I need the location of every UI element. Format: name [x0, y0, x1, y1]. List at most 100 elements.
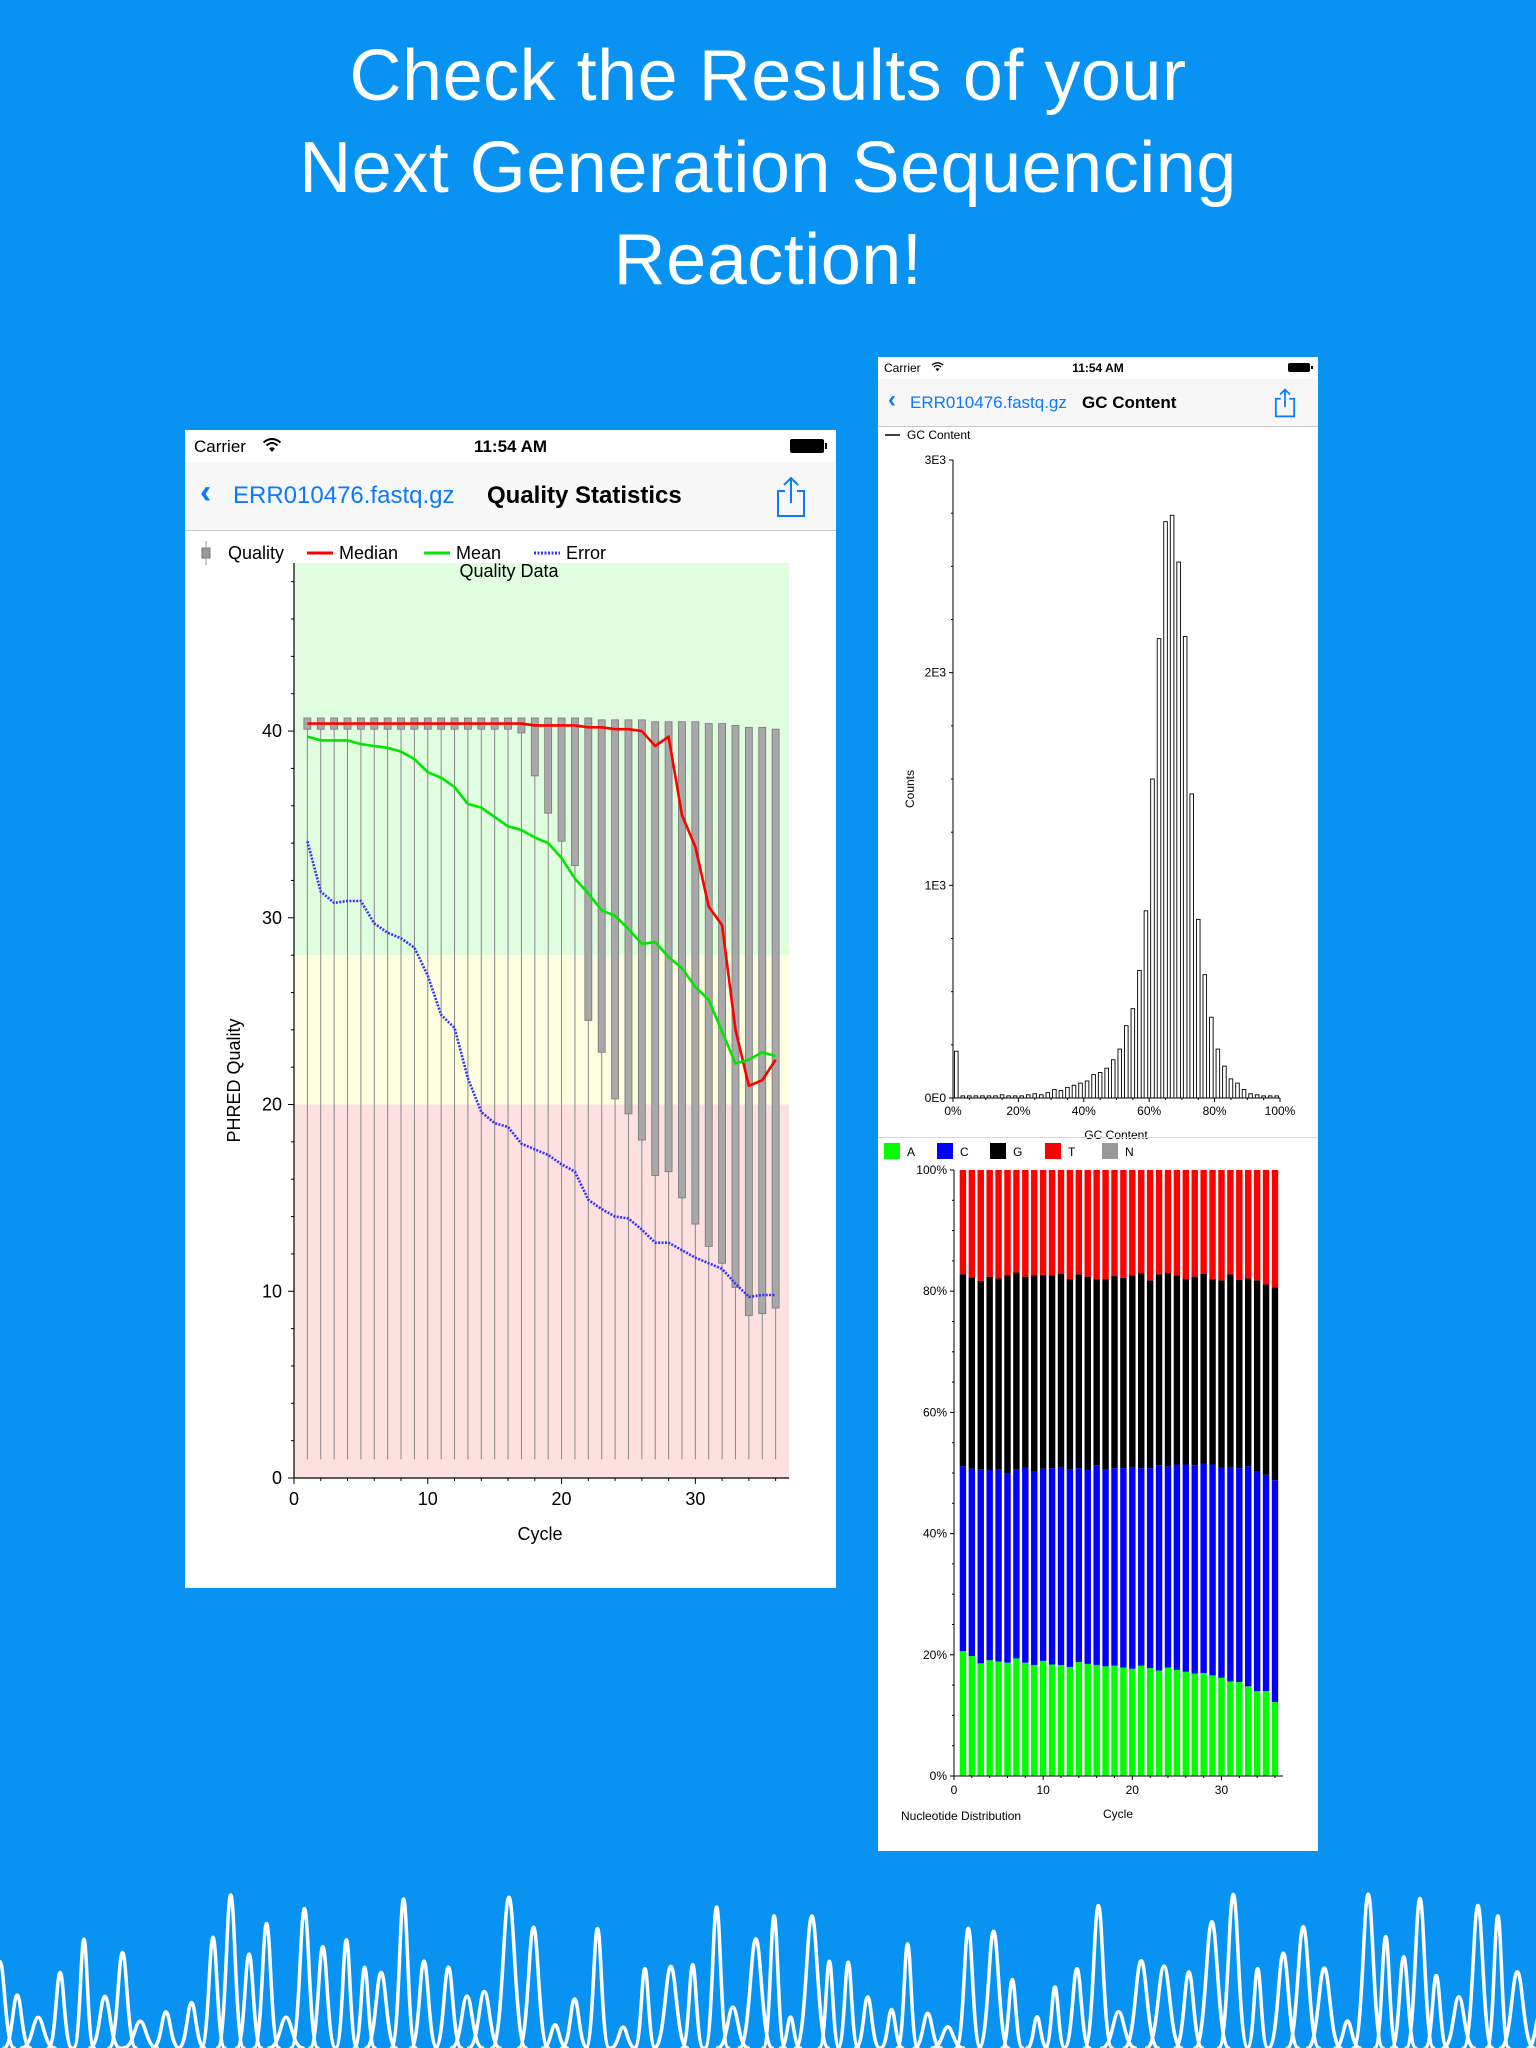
nucleotide-bar-t — [1022, 1170, 1029, 1277]
headline: Check the Results of your Next Generatio… — [0, 30, 1536, 306]
share-icon[interactable] — [774, 476, 808, 518]
chromatogram-peak — [779, 2015, 803, 2048]
back-button[interactable]: ERR010476.fastq.gz — [233, 482, 455, 509]
x-tick-label: 100% — [1265, 1104, 1296, 1118]
nucleotide-bar-c — [1209, 1464, 1216, 1676]
gc-bar — [1097, 1072, 1103, 1099]
nucleotide-bar-g — [1236, 1279, 1243, 1469]
status-bar: Carrier 11:54 AM — [185, 430, 836, 462]
chromatogram-peak — [541, 2022, 569, 2048]
nucleotide-bar-a — [1164, 1667, 1172, 1776]
nucleotide-bar-c — [1146, 1468, 1154, 1669]
x-tick-label: 40% — [1072, 1104, 1096, 1118]
nucleotide-bar-a — [1138, 1665, 1145, 1776]
quality-box — [744, 726, 753, 1316]
nucleotide-bar-g — [977, 1280, 984, 1470]
nucleotide-bar-t — [1004, 1170, 1011, 1276]
nucleotide-bar-c — [1057, 1466, 1065, 1666]
nucleotide-bar-a — [1129, 1668, 1136, 1776]
chromatogram-peak — [333, 1938, 359, 2048]
battery-icon — [1288, 363, 1313, 372]
chromatogram-peak — [853, 1995, 882, 2048]
y-tick-label: 0E0 — [925, 1091, 947, 1105]
legend-label-gc: GC Content — [907, 428, 971, 442]
quality-box — [571, 717, 579, 866]
legend-swatch-n — [1102, 1143, 1118, 1159]
nucleotide-bar-g — [1262, 1284, 1270, 1475]
chromatogram-peak — [1498, 1969, 1536, 2048]
nucleotide-bar-t — [1048, 1170, 1056, 1276]
chevron-left-icon[interactable]: ‹ — [200, 473, 212, 511]
chromatogram-peak — [151, 2009, 181, 2048]
nucleotide-bar-g — [1102, 1279, 1109, 1470]
y-tick-label: 80% — [923, 1284, 947, 1298]
chromatogram-peak — [409, 1959, 439, 2048]
chromatogram-peak — [235, 1952, 264, 2048]
nucleotide-bar-c — [959, 1466, 967, 1652]
chromatogram-peak — [1062, 1966, 1092, 2048]
back-button[interactable]: ERR010476.fastq.gz — [910, 393, 1067, 412]
nucleotide-bar-a — [995, 1661, 1002, 1776]
nucleotide-bar-g — [1066, 1279, 1074, 1470]
nucleotide-bar-a — [1120, 1667, 1127, 1776]
nucleotide-bar-a — [1209, 1675, 1216, 1776]
y-tick-label: 20 — [262, 1095, 282, 1115]
legend-swatch-c — [937, 1143, 953, 1159]
wifi-icon — [931, 362, 944, 372]
gc-bar — [954, 1050, 959, 1099]
nucleotide-bar-c — [1236, 1468, 1243, 1683]
nucleotide-bar-t — [1013, 1170, 1020, 1273]
chart-title: Quality Data — [459, 561, 559, 581]
x-tick-label: 20% — [1006, 1104, 1030, 1118]
nucleotide-bar-t — [1111, 1170, 1118, 1277]
nucleotide-bar-c — [1253, 1471, 1261, 1692]
nucleotide-bar-t — [1245, 1170, 1252, 1279]
gc-bar — [1104, 1067, 1109, 1099]
series-error — [306, 840, 776, 1299]
chromatogram-peak — [517, 1925, 550, 2048]
nucleotide-bar-c — [1164, 1466, 1172, 1668]
quality-box — [691, 721, 700, 1225]
nucleotide-bar-c — [986, 1469, 993, 1661]
nucleotide-bar-g — [1039, 1274, 1047, 1469]
chromatogram-peak — [703, 1905, 731, 2048]
chromatogram-peak — [1485, 1914, 1511, 2048]
chevron-left-icon[interactable]: ‹ — [888, 386, 896, 413]
nucleotide-bar-a — [1191, 1673, 1198, 1776]
chromatogram-peak — [389, 1897, 418, 2048]
chromatogram-peak — [267, 2015, 305, 2048]
chromatogram-peak — [912, 2011, 943, 2048]
series-mean — [307, 735, 776, 1065]
chromatogram-peak — [1373, 1934, 1399, 2048]
gc-bar — [1182, 636, 1188, 1099]
nucleotide-bar-t — [1129, 1170, 1136, 1276]
nucleotide-bar-g — [1129, 1275, 1136, 1467]
navigation-bar: ‹ ERR010476.fastq.gz Quality Statistics — [185, 462, 836, 531]
nucleotide-bar-g — [1031, 1275, 1038, 1472]
gc-bar — [1124, 1025, 1129, 1099]
nucleotide-bar-a — [1013, 1658, 1020, 1776]
nucleotide-bar-c — [1075, 1468, 1083, 1663]
chromatogram-peak — [107, 1950, 138, 2048]
nucleotide-bar-t — [1191, 1170, 1198, 1277]
clock: 11:54 AM — [473, 437, 548, 456]
chromatogram-peak — [1423, 1973, 1450, 2048]
nucleotide-bar-c — [1004, 1473, 1011, 1663]
nucleotide-bar-g — [1013, 1272, 1020, 1470]
nucleotide-bar-t — [977, 1170, 984, 1281]
chromatogram-peak — [817, 1959, 842, 2048]
nucleotide-bar-g — [1191, 1276, 1198, 1466]
quality-box — [611, 719, 619, 1100]
quality-box — [718, 723, 727, 1264]
chromatogram-peak — [632, 1966, 657, 2048]
nucleotide-bar-c — [1191, 1465, 1198, 1674]
battery-icon — [790, 439, 827, 453]
nucleotide-bar-a — [977, 1663, 984, 1776]
share-icon[interactable] — [1273, 388, 1297, 418]
clock: 11:54 AM — [1072, 361, 1124, 375]
legend-swatch-a — [884, 1143, 900, 1159]
gc-bar — [1176, 561, 1181, 1099]
gc-bar — [1143, 910, 1149, 1099]
nucleotide-bar-t — [968, 1170, 976, 1278]
nucleotide-bar-a — [1066, 1666, 1074, 1776]
